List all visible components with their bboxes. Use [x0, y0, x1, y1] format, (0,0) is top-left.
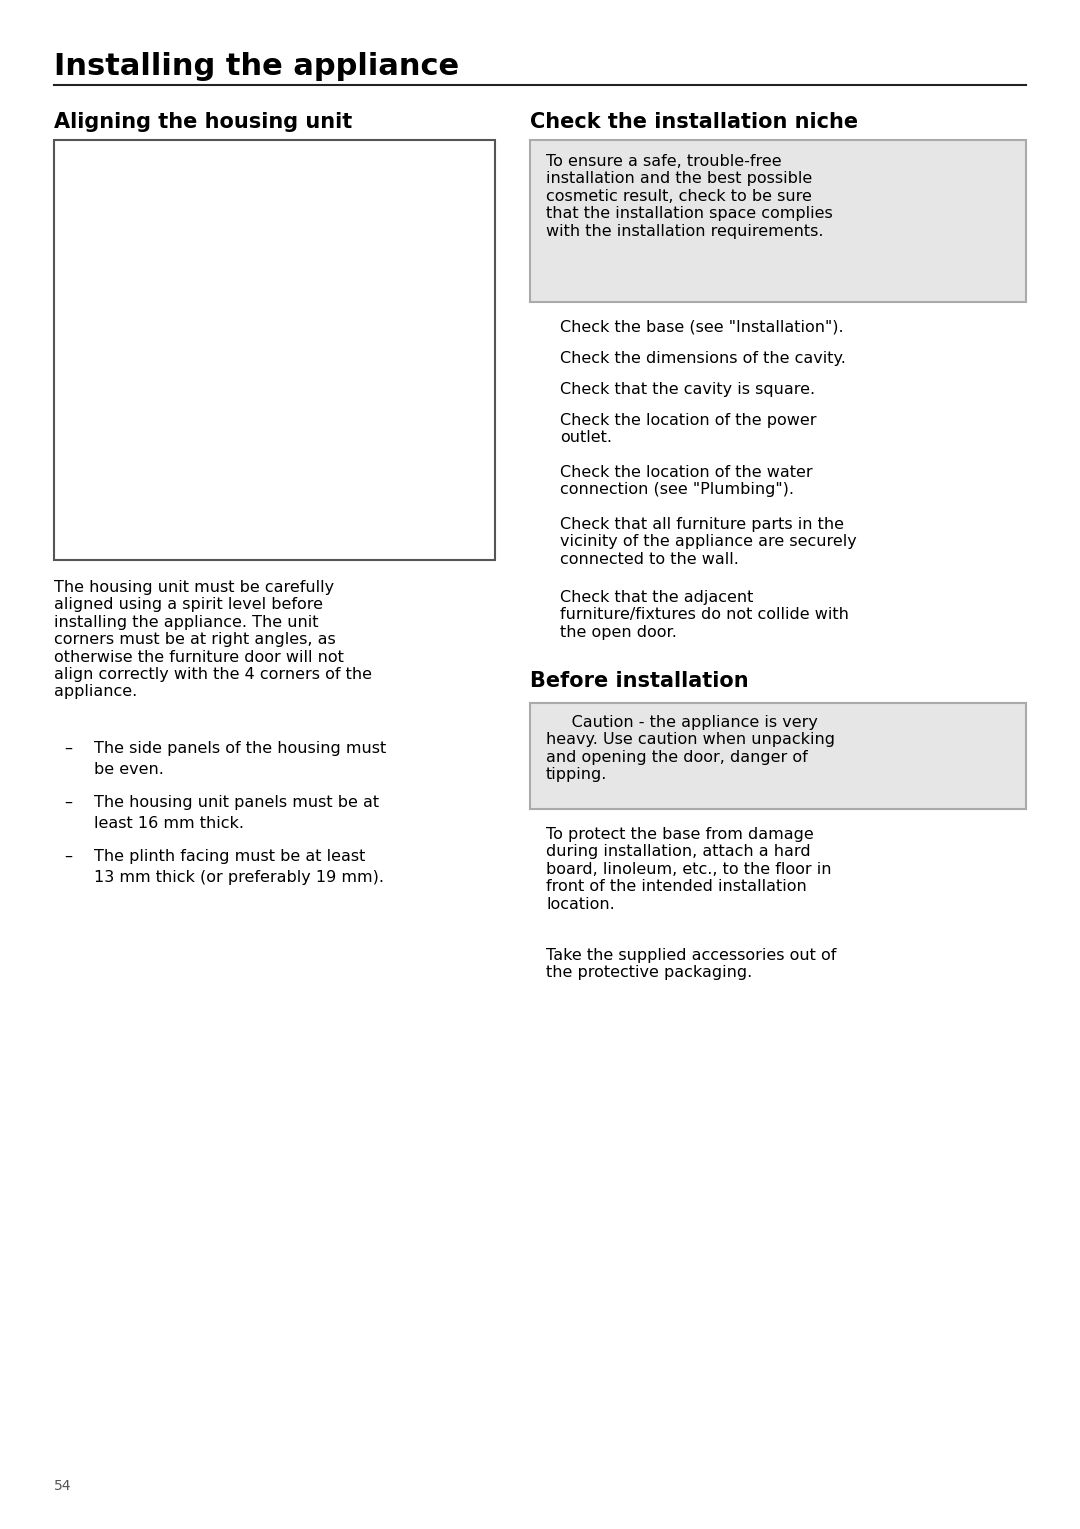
Text: The housing unit must be carefully
aligned using a spirit level before
installin: The housing unit must be carefully align…	[54, 579, 372, 699]
Text: least 16 mm thick.: least 16 mm thick.	[94, 816, 244, 830]
Text: To ensure a safe, trouble-free
installation and the best possible
cosmetic resul: To ensure a safe, trouble-free installat…	[546, 154, 833, 239]
Text: 54: 54	[54, 1479, 71, 1492]
Ellipse shape	[376, 529, 401, 546]
Text: Take the supplied accessories out of
the protective packaging.: Take the supplied accessories out of the…	[546, 948, 836, 980]
Ellipse shape	[341, 529, 369, 547]
Text: Check the dimensions of the cavity.: Check the dimensions of the cavity.	[561, 352, 846, 365]
Text: Check the location of the power
outlet.: Check the location of the power outlet.	[561, 413, 816, 445]
Text: Installing the appliance: Installing the appliance	[54, 52, 459, 81]
Text: Check the base (see "Installation").: Check the base (see "Installation").	[561, 320, 843, 335]
Text: Check that the cavity is square.: Check that the cavity is square.	[561, 382, 815, 398]
Text: Check the location of the water
connection (see "Plumbing").: Check the location of the water connecti…	[561, 465, 812, 497]
Text: be even.: be even.	[94, 761, 164, 777]
Text: –: –	[64, 795, 72, 810]
Text: –: –	[64, 849, 72, 864]
Text: 13 mm thick (or preferably 19 mm).: 13 mm thick (or preferably 19 mm).	[94, 870, 384, 885]
Text: The housing unit panels must be at: The housing unit panels must be at	[94, 795, 379, 810]
Text: The plinth facing must be at least: The plinth facing must be at least	[94, 849, 365, 864]
Text: Aligning the housing unit: Aligning the housing unit	[54, 112, 352, 131]
Text: Caution - the appliance is very
heavy. Use caution when unpacking
and opening th: Caution - the appliance is very heavy. U…	[546, 716, 835, 783]
Text: Check that all furniture parts in the
vicinity of the appliance are securely
con: Check that all furniture parts in the vi…	[561, 517, 856, 567]
Text: Check that the adjacent
furniture/fixtures do not collide with
the open door.: Check that the adjacent furniture/fixtur…	[561, 590, 849, 639]
Ellipse shape	[361, 523, 383, 538]
Text: 90°: 90°	[100, 370, 120, 381]
Text: The side panels of the housing must: The side panels of the housing must	[94, 742, 387, 755]
Text: –: –	[64, 742, 72, 755]
Text: To protect the base from damage
during installation, attach a hard
board, linole: To protect the base from damage during i…	[546, 827, 832, 911]
Text: Before installation: Before installation	[530, 671, 748, 691]
Ellipse shape	[357, 538, 378, 552]
Text: Check the installation niche: Check the installation niche	[530, 112, 859, 131]
